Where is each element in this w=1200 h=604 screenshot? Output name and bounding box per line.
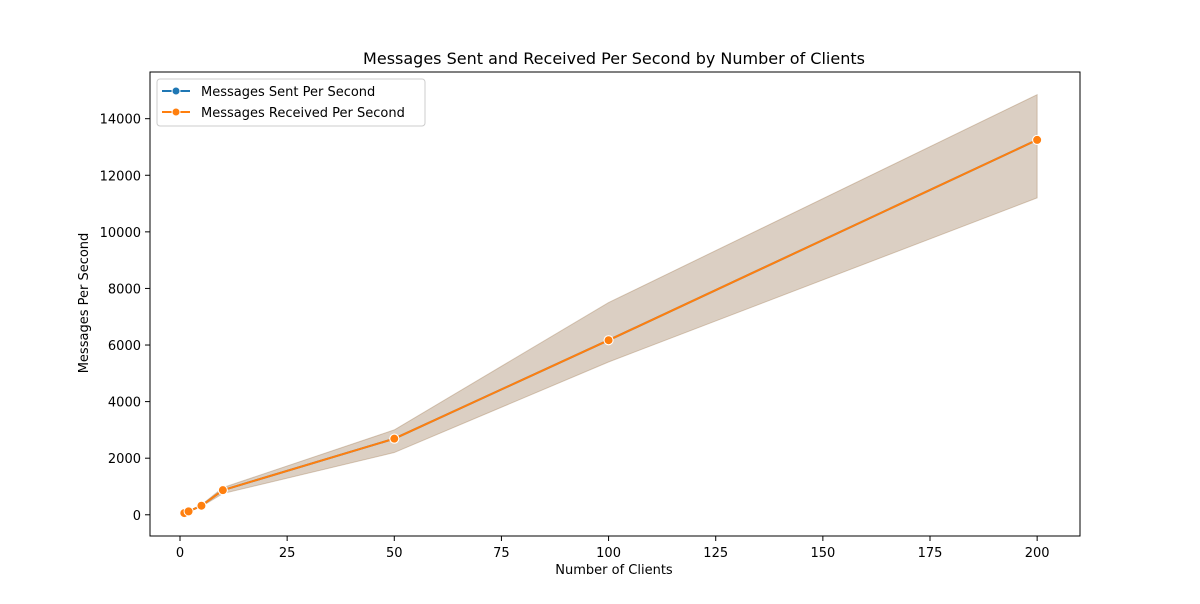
confidence-band-series-2 [183,93,1038,514]
legend-box [156,78,426,127]
x-tick-label: 150 [810,546,835,561]
y-tick-label: 4000 [108,396,141,411]
y-axis-ticks: 0 2000 4000 6000 8000 10000 12000 14000 [100,113,150,524]
x-tick-label: 25 [279,546,296,561]
y-tick-label: 2000 [108,452,141,467]
x-tick-label: 0 [176,546,184,561]
data-point-series-2 [183,506,194,517]
x-tick-label: 75 [493,546,510,561]
data-point-series-2 [196,500,207,511]
legend-marker-series-2 [171,107,181,117]
data-point-series-2 [1032,134,1043,145]
x-tick-label: 175 [918,546,943,561]
x-tick-label: 200 [1025,546,1050,561]
data-point-series-2 [389,433,400,444]
x-axis-label: Number of Clients [555,563,673,578]
y-axis-label: Messages Per Second [77,233,92,374]
y-tick-label: 14000 [100,113,141,128]
confidence-bands [183,93,1038,514]
x-tick-label: 125 [703,546,728,561]
plot-frame [149,71,1081,537]
y-tick-label: 8000 [108,282,141,297]
y-tick-label: 6000 [108,339,141,354]
data-point-series-2 [603,335,614,346]
data-points [179,134,1043,519]
y-tick-label: 10000 [100,226,141,241]
legend-label-series-2: Messages Received Per Second [201,106,405,121]
x-tick-label: 100 [596,546,621,561]
x-axis-ticks: 0 25 50 75 100 125 150 175 200 [176,536,1050,561]
y-tick-label: 0 [133,509,141,524]
data-point-series-2 [217,485,228,496]
legend: Messages Sent Per Second Messages Receive… [156,78,426,127]
x-tick-label: 50 [386,546,403,561]
y-tick-label: 12000 [100,169,141,184]
chart-title: Messages Sent and Received Per Second by… [363,49,865,68]
legend-label-series-1: Messages Sent Per Second [201,85,375,100]
legend-marker-series-1 [171,86,181,96]
